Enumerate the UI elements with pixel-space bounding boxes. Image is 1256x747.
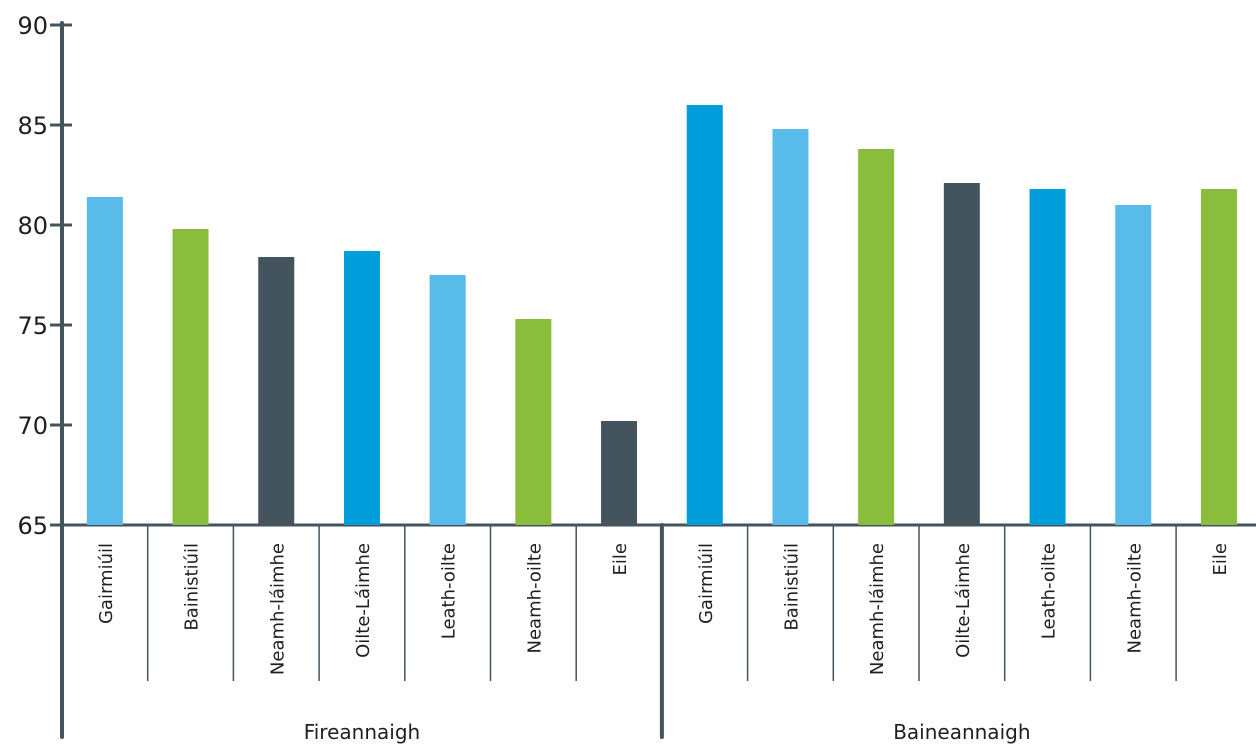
category-label: Eile	[1210, 543, 1231, 575]
category-label: Neamh-láimhe	[867, 543, 888, 675]
category-label: Oilte-Láimhe	[953, 543, 974, 658]
category-label: Gairmiúil	[96, 543, 117, 624]
category-label: Neamh-oilte	[1124, 543, 1145, 654]
bar	[343, 251, 380, 525]
bar	[258, 257, 295, 525]
bar	[86, 197, 123, 525]
bar	[858, 149, 895, 525]
bar	[686, 105, 723, 525]
category-label: Neamh-láimhe	[267, 543, 288, 675]
bar	[601, 421, 638, 525]
bars	[86, 105, 1237, 525]
bar	[772, 129, 809, 525]
category-label: Oilte-Láimhe	[353, 543, 374, 658]
category-label: Leath-oilte	[1039, 543, 1060, 639]
category-label: Eile	[610, 543, 631, 575]
category-label: Bainistiúil	[182, 543, 203, 631]
category-label: Bainistiúil	[781, 543, 802, 631]
y-tick-label: 70	[17, 412, 48, 440]
bar	[429, 275, 466, 525]
category-labels: Gairmiúil Bainistiúil Neamh-láimhe Oilte-Lá…	[96, 543, 1231, 744]
category-label: Gairmiúil	[696, 543, 717, 624]
group-label: Fireannaigh	[304, 720, 420, 744]
y-tick-label: 65	[17, 512, 48, 540]
bar	[1115, 205, 1152, 525]
bar	[943, 183, 980, 525]
y-tick-label: 85	[17, 112, 48, 140]
bar	[1200, 189, 1237, 525]
category-label: Leath-oilte	[439, 543, 460, 639]
bar	[172, 229, 209, 525]
y-tick-label: 90	[17, 12, 48, 40]
y-tick-label: 80	[17, 212, 48, 240]
bar	[1029, 189, 1066, 525]
bar	[515, 319, 552, 525]
group-label: Baineannaigh	[893, 720, 1030, 744]
y-tick-label: 75	[17, 312, 48, 340]
category-label: Neamh-oilte	[524, 543, 545, 654]
